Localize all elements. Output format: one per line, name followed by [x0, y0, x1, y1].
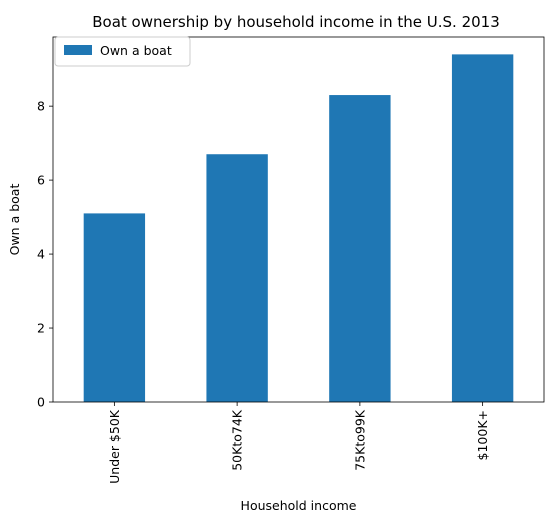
x-tick-label-3: 75Kto99K — [352, 409, 367, 471]
bar-3 — [329, 95, 391, 402]
x-axis-label: Household income — [241, 498, 357, 513]
y-axis-label: Own a boat — [7, 184, 22, 256]
x-tick-label-2: 50Kto74K — [230, 409, 245, 471]
y-tick-label-2: 2 — [37, 321, 45, 336]
bar-1 — [83, 213, 146, 402]
legend: Own a boat — [54, 36, 191, 67]
bar-4 — [451, 54, 514, 402]
legend-swatch — [64, 45, 92, 55]
y-tick-label-1: 0 — [37, 395, 45, 410]
axes-frame — [52, 36, 545, 403]
bar-2 — [206, 154, 268, 402]
y-tick-label-3: 4 — [37, 247, 45, 262]
chart-title: Boat ownership by household income in th… — [92, 13, 500, 31]
x-tick-label-1: Under $50K — [107, 409, 122, 484]
legend-frame — [54, 36, 191, 67]
legend-label: Own a boat — [100, 43, 172, 58]
x-tick-label-4: $100K+ — [475, 410, 490, 460]
y-tick-label-4: 6 — [37, 173, 45, 188]
y-tick-label-5: 8 — [37, 99, 45, 114]
plot-area: Under $50K 50Kto74K 75Kto99K $100K+ 0 2 4 6 8 — [37, 36, 545, 484]
